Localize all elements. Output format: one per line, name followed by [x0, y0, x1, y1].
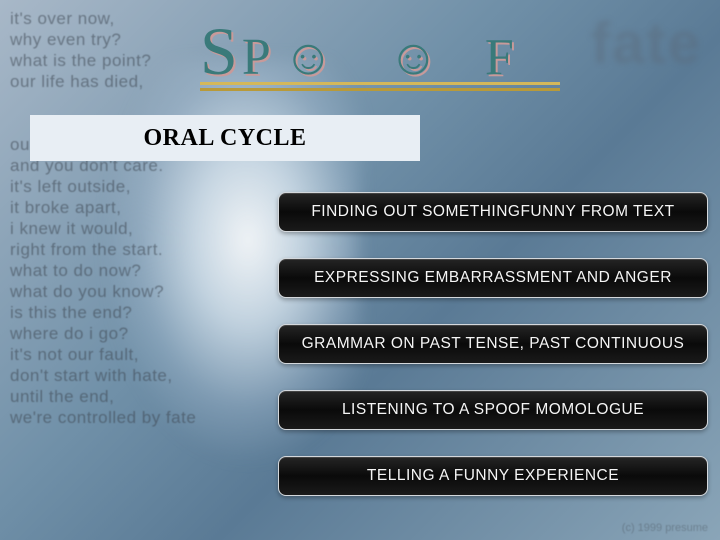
background-copyright: (c) 1999 presume: [622, 522, 708, 534]
smiley-icon: ☺ ☺: [283, 28, 334, 86]
topic-button-grammar-past-tense[interactable]: GRAMMAR ON PAST TENSE, PAST CONTINUOUS: [278, 324, 708, 364]
topic-button-telling-funny[interactable]: TELLING A FUNNY EXPERIENCE: [278, 456, 708, 496]
background-poem-text: it's over now, why even try? what is the…: [10, 8, 196, 428]
slide-title: S S P P ☺ ☺ ☺ ☺ F F: [200, 12, 514, 91]
heading-text: ORAL CYCLE: [143, 125, 306, 152]
title-letter-s: S S: [200, 12, 238, 91]
topic-button-expressing-embarrassment[interactable]: EXPRESSING EMBARRASSMENT AND ANGER: [278, 258, 708, 298]
heading-box: ORAL CYCLE: [30, 115, 420, 161]
smiley-icon: ☺ ☺: [388, 28, 439, 86]
topic-button-listening-spoof[interactable]: LISTENING TO A SPOOF MOMOLOGUE: [278, 390, 708, 430]
title-letter-f: F F: [485, 28, 514, 87]
topic-button-finding-funny[interactable]: FINDING OUT SOMETHINGFUNNY FROM TEXT: [278, 192, 708, 232]
background-fate-word: fate: [591, 10, 702, 77]
title-letter-p: P P: [242, 28, 271, 87]
